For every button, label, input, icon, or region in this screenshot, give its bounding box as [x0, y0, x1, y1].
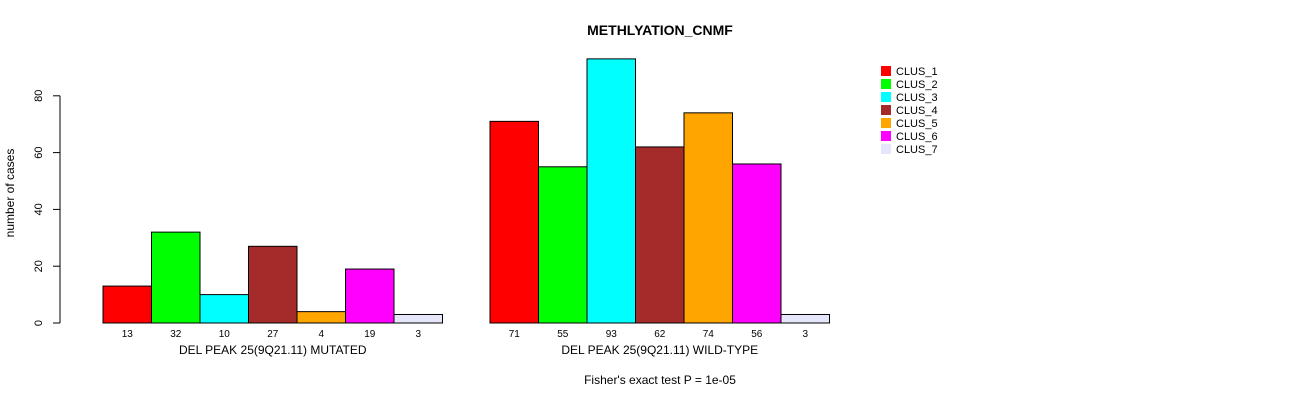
y-tick-label: 20 — [33, 260, 45, 272]
chart-title: METHLYATION_CNMF — [587, 22, 733, 38]
bar-clus-3 — [586, 58, 636, 324]
bar-clus-1 — [102, 285, 152, 324]
legend-label: CLUS_7 — [896, 144, 938, 156]
group-label: DEL PEAK 25(9Q21.11) WILD-TYPE — [561, 343, 758, 357]
bar-clus-6 — [732, 163, 782, 324]
bar-count-label: 62 — [654, 329, 666, 340]
bar-count-label: 71 — [509, 329, 521, 340]
bar-clus-5 — [296, 311, 346, 324]
bar-count-label: 13 — [122, 329, 134, 340]
bar-clus-7 — [393, 313, 443, 324]
bar-count-label: 10 — [219, 329, 231, 340]
legend-swatch — [881, 105, 891, 115]
bar-count-label: 3 — [415, 329, 421, 340]
bar-count-label: 56 — [751, 329, 763, 340]
bar-count-label: 19 — [364, 329, 376, 340]
bar-clus-7 — [780, 313, 830, 324]
legend-swatch — [881, 131, 891, 141]
y-axis: 0 20 40 60 80 — [33, 90, 61, 326]
bar-clus-5 — [683, 112, 733, 324]
footnote: Fisher's exact test P = 1e-05 — [584, 373, 736, 387]
bar-count-label: 3 — [802, 329, 808, 340]
legend-swatch — [881, 144, 891, 154]
bar-clus-4 — [248, 245, 298, 324]
bar-count-label: 4 — [318, 329, 324, 340]
legend-label: CLUS_2 — [896, 79, 938, 91]
legend-label: CLUS_1 — [896, 66, 938, 78]
bar-count-label: 93 — [606, 329, 618, 340]
legend-swatch — [881, 92, 891, 102]
bar-clus-4 — [635, 146, 685, 324]
y-tick-label: 40 — [33, 203, 45, 215]
y-tick-label: 80 — [33, 90, 45, 102]
bar-clus-2 — [538, 166, 588, 324]
y-tick-label: 0 — [33, 320, 45, 326]
group-label: DEL PEAK 25(9Q21.11) MUTATED — [179, 343, 367, 357]
bar-count-label: 74 — [703, 329, 715, 340]
bar-clus-6 — [345, 268, 395, 324]
bar-clus-1 — [489, 120, 539, 324]
bar-clus-3 — [199, 294, 249, 324]
bar-count-label: 55 — [557, 329, 569, 340]
legend-swatch — [881, 118, 891, 128]
legend-label: CLUS_6 — [896, 131, 938, 143]
legend-label: CLUS_5 — [896, 118, 938, 130]
legend-swatch — [881, 79, 891, 89]
legend-label: CLUS_3 — [896, 92, 938, 104]
bar-count-label: 27 — [267, 329, 279, 340]
bar-clus-2 — [151, 231, 201, 324]
legend-label: CLUS_4 — [896, 105, 938, 117]
bar-count-label: 32 — [170, 329, 182, 340]
y-tick-label: 60 — [33, 146, 45, 158]
y-axis-label: number of cases — [3, 149, 17, 238]
legend-swatch — [881, 66, 891, 76]
legend: CLUS_1CLUS_2CLUS_3CLUS_4CLUS_5CLUS_6CLUS… — [881, 66, 938, 156]
bars: 13 32 10 27 4 19 3 DEL PEAK 25(9Q21.11) MUTATED… — [102, 58, 830, 357]
